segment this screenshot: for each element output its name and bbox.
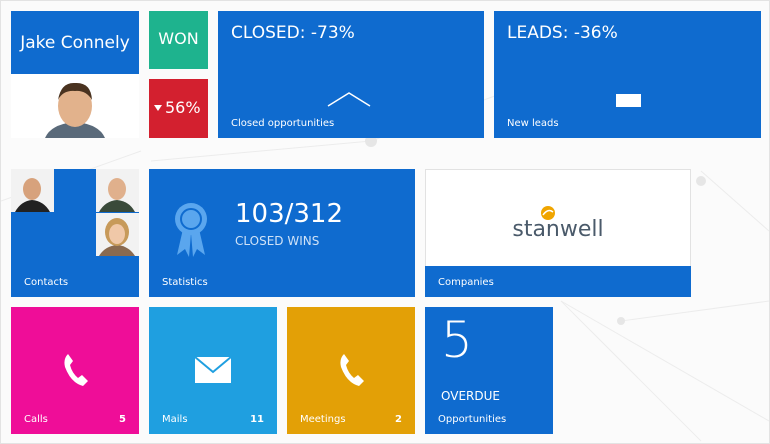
won-tile[interactable]: WON bbox=[149, 11, 208, 69]
calls-count: 5 bbox=[119, 414, 126, 425]
leads-tile[interactable]: LEADS: -36% New leads bbox=[494, 11, 761, 138]
statistics-tile[interactable]: 103/312 CLOSED WINS Statistics bbox=[149, 169, 415, 297]
companies-tile[interactable]: stanwell Companies bbox=[425, 169, 691, 297]
companies-strip: Companies bbox=[425, 266, 691, 297]
meetings-label: Meetings bbox=[300, 414, 346, 425]
contacts-label: Contacts bbox=[24, 277, 69, 288]
leads-label: New leads bbox=[507, 118, 559, 129]
change-value: 56% bbox=[165, 98, 201, 117]
closed-title: CLOSED: -73% bbox=[231, 23, 355, 43]
mails-count: 11 bbox=[250, 414, 264, 425]
leads-title: LEADS: -36% bbox=[507, 23, 618, 43]
ribbon-icon bbox=[175, 203, 207, 257]
opportunities-tile[interactable]: 5 OVERDUE Opportunities bbox=[425, 307, 553, 434]
chevron bbox=[327, 92, 371, 107]
closed-label: Closed opportunities bbox=[231, 118, 335, 129]
change-tile[interactable]: 56% bbox=[149, 79, 208, 138]
logo-mark bbox=[541, 206, 555, 220]
mails-label: Mails bbox=[162, 414, 188, 425]
contacts-tile[interactable]: Contacts bbox=[11, 169, 139, 297]
down-arrow bbox=[154, 105, 162, 111]
phone-icon bbox=[64, 354, 88, 386]
statistics-caption: CLOSED WINS bbox=[235, 234, 320, 248]
phone-icon bbox=[340, 354, 364, 386]
closed-tile[interactable]: CLOSED: -73% Closed opportunities bbox=[218, 11, 484, 138]
mail-icon bbox=[195, 357, 231, 383]
opportunities-value: 5 bbox=[441, 311, 473, 369]
contact-photos bbox=[11, 169, 139, 256]
calls-label: Calls bbox=[24, 414, 48, 425]
meetings-tile[interactable]: Meetings 2 bbox=[287, 307, 415, 434]
leads-icon bbox=[616, 94, 641, 107]
statistics-value: 103/312 bbox=[235, 199, 344, 229]
mails-tile[interactable]: Mails 11 bbox=[149, 307, 277, 434]
opportunities-caption: OVERDUE bbox=[441, 389, 500, 403]
profile-tile[interactable]: Jake Connely bbox=[11, 11, 139, 74]
profile-photo bbox=[11, 74, 139, 138]
meetings-count: 2 bbox=[395, 414, 402, 425]
opportunities-label: Opportunities bbox=[438, 414, 507, 425]
statistics-label: Statistics bbox=[162, 277, 208, 288]
won-label: WON bbox=[158, 29, 199, 48]
profile-name: Jake Connely bbox=[20, 33, 130, 53]
avatar bbox=[45, 82, 105, 138]
companies-label: Companies bbox=[438, 277, 494, 288]
calls-tile[interactable]: Calls 5 bbox=[11, 307, 139, 434]
company-logo: stanwell bbox=[512, 217, 604, 242]
